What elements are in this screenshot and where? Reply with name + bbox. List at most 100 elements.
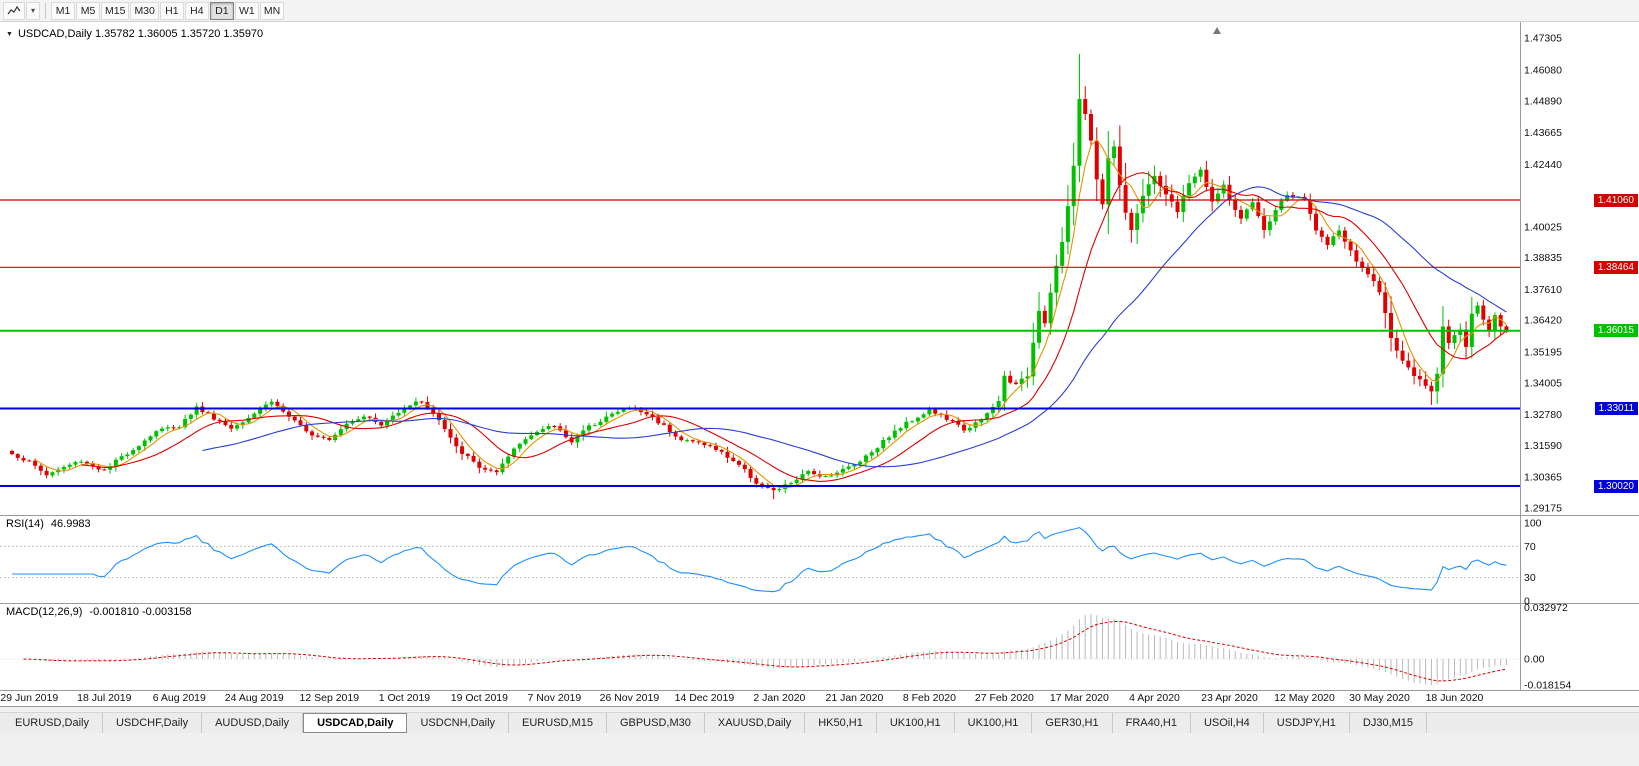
svg-text:1.38835: 1.38835 — [1524, 252, 1562, 264]
svg-text:30 May 2020: 30 May 2020 — [1349, 692, 1410, 704]
svg-text:70: 70 — [1524, 541, 1536, 553]
macd-histogram — [17, 613, 1507, 686]
chart-tab-usdchf-daily[interactable]: USDCHF,Daily — [103, 713, 203, 733]
moving-averages — [34, 138, 1507, 489]
svg-text:100: 100 — [1524, 518, 1542, 530]
timeframe-buttons-group: M1 M5 M15 M30 H1 H4 D1 W1 MN — [51, 1, 285, 20]
svg-text:1.44890: 1.44890 — [1524, 95, 1562, 107]
svg-text:4 Apr 2020: 4 Apr 2020 — [1129, 692, 1180, 704]
date-axis-labels: 29 Jun 2019 18 Jul 2019 6 Aug 2019 24 Aug 2… — [0, 692, 1483, 704]
svg-text:1.46080: 1.46080 — [1524, 65, 1562, 77]
svg-text:19 Oct 2019: 19 Oct 2019 — [451, 692, 508, 704]
chart-tabs-bar: EURUSD,Daily USDCHF,Daily AUDUSD,Daily USDC… — [0, 712, 1639, 733]
timeframe-button-d1[interactable]: D1 — [209, 1, 234, 20]
top-toolbar: ▾ M1 M5 M15 M30 H1 H4 D1 W1 MN — [0, 0, 1639, 22]
chart-tab-hk50-h1[interactable]: HK50,H1 — [805, 713, 877, 733]
rsi-axis-labels: 100 70 30 0 — [1524, 518, 1542, 608]
chart-tab-eurusd-daily[interactable]: EURUSD,Daily — [2, 713, 103, 733]
svg-text:30: 30 — [1524, 572, 1536, 584]
ma-34-line — [202, 186, 1507, 468]
chart-tab-dj30-m15[interactable]: DJ30,M15 — [1350, 713, 1428, 733]
svg-text:18 Jul 2019: 18 Jul 2019 — [77, 692, 131, 704]
svg-text:8 Feb 2020: 8 Feb 2020 — [903, 692, 956, 704]
rsi-value: 46.9983 — [50, 518, 91, 530]
svg-text:24 Aug 2019: 24 Aug 2019 — [225, 692, 284, 704]
svg-text:1.43665: 1.43665 — [1524, 127, 1562, 139]
svg-text:1.36420: 1.36420 — [1524, 315, 1562, 327]
svg-text:2 Jan 2020: 2 Jan 2020 — [753, 692, 805, 704]
chart-window: 1.47305 1.46080 1.44890 1.43665 1.42440 1.400… — [0, 22, 1639, 707]
svg-text:27 Feb 2020: 27 Feb 2020 — [975, 692, 1034, 704]
line-chart-glyph — [7, 5, 21, 14]
macd-title: MACD(12,26,9) — [6, 606, 83, 618]
chart-tab-usoil-h4[interactable]: USOil,H4 — [1191, 713, 1264, 733]
svg-text:1.47305: 1.47305 — [1524, 33, 1562, 45]
timeframe-button-mn[interactable]: MN — [259, 1, 285, 20]
ma-13-line — [81, 172, 1507, 482]
chart-tab-xauusd-daily[interactable]: XAUUSD,Daily — [705, 713, 806, 733]
chart-tab-eurusd-m15[interactable]: EURUSD,M15 — [509, 713, 607, 733]
chart-tab-ger30-h1[interactable]: GER30,H1 — [1032, 713, 1113, 733]
macd-indicator-label: MACD(12,26,9) -0.001810 -0.003158 — [6, 606, 192, 618]
svg-text:0.032972: 0.032972 — [1524, 602, 1568, 614]
price-chart-canvas[interactable]: 1.47305 1.46080 1.44890 1.43665 1.42440 1.400… — [0, 22, 1639, 706]
chart-tab-fra40-h1[interactable]: FRA40,H1 — [1113, 713, 1191, 733]
svg-text:1.42440: 1.42440 — [1524, 159, 1562, 171]
chart-tab-uk100-h1[interactable]: UK100,H1 — [955, 713, 1033, 733]
svg-text:6 Aug 2019: 6 Aug 2019 — [153, 692, 206, 704]
chart-title-text: USDCAD,Daily 1.35782 1.36005 1.35720 1.3… — [17, 28, 264, 40]
timeframe-button-h4[interactable]: H4 — [184, 1, 209, 20]
symbol-dropdown-icon[interactable]: ▼ — [6, 30, 13, 38]
svg-text:0: 0 — [1524, 596, 1530, 608]
svg-text:12 Sep 2019: 12 Sep 2019 — [300, 692, 360, 704]
macd-axis-labels: 0.032972 0.00 -0.018154 — [1524, 602, 1571, 691]
svg-text:17 Mar 2020: 17 Mar 2020 — [1050, 692, 1109, 704]
chart-title: ▼ USDCAD,Daily 1.35782 1.36005 1.35720 1… — [6, 28, 263, 40]
svg-text:1.34005: 1.34005 — [1524, 377, 1562, 389]
svg-text:-0.018154: -0.018154 — [1524, 680, 1571, 692]
timeframe-button-m15[interactable]: M15 — [101, 1, 130, 20]
rsi-line — [12, 527, 1507, 593]
chart-tab-usdjpy-h1[interactable]: USDJPY,H1 — [1264, 713, 1350, 733]
svg-text:7 Nov 2019: 7 Nov 2019 — [528, 692, 582, 704]
timeframe-button-w1[interactable]: W1 — [234, 1, 259, 20]
rsi-indicator-label: RSI(14) 46.9983 — [6, 518, 91, 530]
svg-text:21 Jan 2020: 21 Jan 2020 — [825, 692, 883, 704]
svg-text:1.35195: 1.35195 — [1524, 346, 1562, 358]
chart-tab-usdcnh-daily[interactable]: USDCNH,Daily — [407, 713, 510, 733]
svg-text:14 Dec 2019: 14 Dec 2019 — [675, 692, 735, 704]
svg-text:12 May 2020: 12 May 2020 — [1274, 692, 1335, 704]
svg-text:26 Nov 2019: 26 Nov 2019 — [600, 692, 660, 704]
svg-text:23 Apr 2020: 23 Apr 2020 — [1201, 692, 1258, 704]
svg-text:1.29175: 1.29175 — [1524, 502, 1562, 514]
chart-shift-marker-icon[interactable] — [1213, 27, 1221, 34]
timeframe-button-h1[interactable]: H1 — [159, 1, 184, 20]
svg-text:18 Jun 2020: 18 Jun 2020 — [1426, 692, 1484, 704]
svg-text:0.00: 0.00 — [1524, 654, 1545, 666]
svg-text:1.37610: 1.37610 — [1524, 284, 1562, 296]
svg-text:29 Jun 2019: 29 Jun 2019 — [0, 692, 58, 704]
price-axis-labels: 1.47305 1.46080 1.44890 1.43665 1.42440 1.400… — [1524, 33, 1562, 515]
rsi-title: RSI(14) — [6, 518, 44, 530]
chart-tab-uk100-h1[interactable]: UK100,H1 — [877, 713, 955, 733]
timeframe-button-m30[interactable]: M30 — [130, 1, 159, 20]
ma-5-line — [34, 138, 1507, 489]
svg-text:1.31590: 1.31590 — [1524, 440, 1562, 452]
svg-text:1.40025: 1.40025 — [1524, 221, 1562, 233]
chart-tab-gbpusd-m30[interactable]: GBPUSD,M30 — [607, 713, 705, 733]
svg-text:1.30365: 1.30365 — [1524, 472, 1562, 484]
chart-dropdown-caret-icon[interactable]: ▾ — [26, 1, 40, 20]
toolbar-separator — [45, 2, 46, 19]
macd-values: -0.001810 -0.003158 — [89, 606, 192, 618]
chart-tab-usdcad-daily[interactable]: USDCAD,Daily — [303, 713, 408, 733]
timeframe-button-m5[interactable]: M5 — [76, 1, 100, 20]
horizontal-levels — [0, 199, 1520, 487]
candlesticks — [10, 53, 1509, 500]
timeframe-button-m1[interactable]: M1 — [51, 1, 75, 20]
chart-type-icon[interactable] — [3, 1, 25, 20]
svg-text:1 Oct 2019: 1 Oct 2019 — [379, 692, 431, 704]
svg-text:1.32780: 1.32780 — [1524, 409, 1562, 421]
status-bar — [0, 733, 1639, 766]
macd-signal-line — [23, 620, 1507, 682]
chart-tab-audusd-daily[interactable]: AUDUSD,Daily — [202, 713, 304, 733]
